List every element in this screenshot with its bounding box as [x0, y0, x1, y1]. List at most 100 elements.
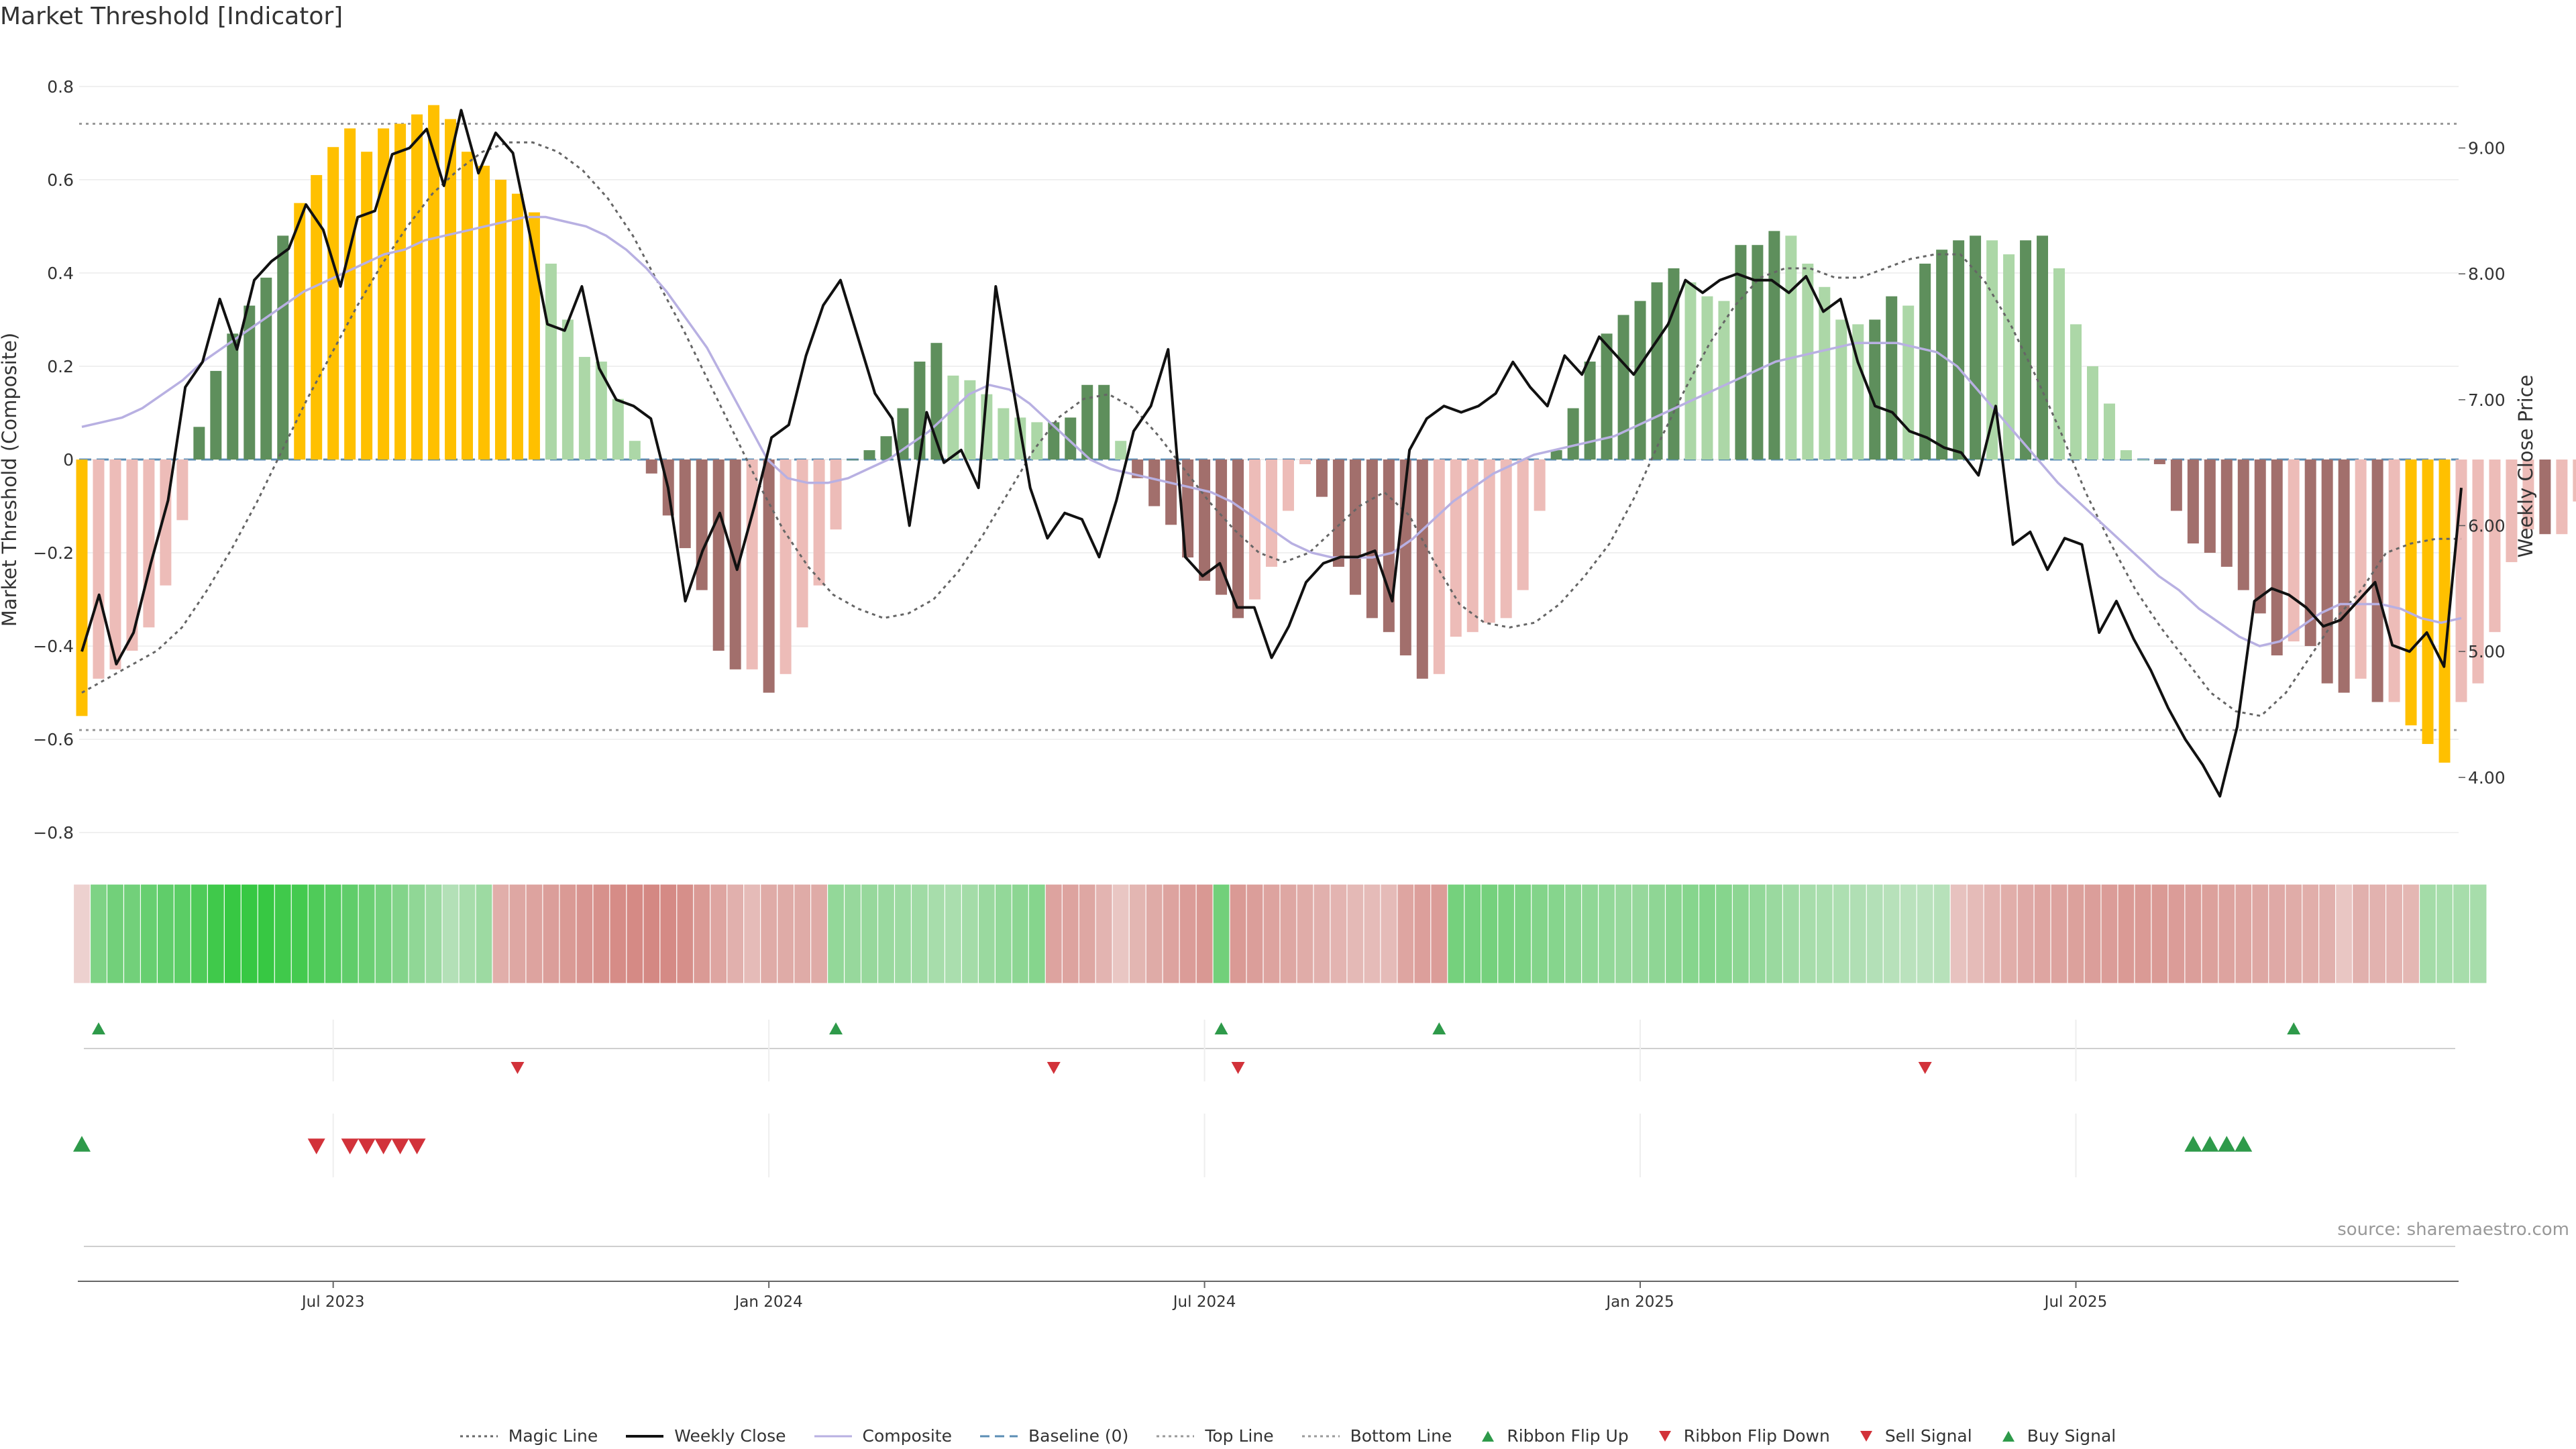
composite-bar — [2170, 460, 2182, 511]
x-tick-label: Jan 2025 — [1605, 1293, 1674, 1311]
composite-bar — [2003, 254, 2015, 460]
legend-label: Sell Signal — [1884, 1426, 1972, 1446]
ribbon-cell — [2251, 883, 2269, 984]
composite-bar — [2053, 268, 2065, 460]
composite-bar — [1735, 245, 1747, 460]
legend-label: Composite — [862, 1426, 952, 1446]
ribbon-cell — [1313, 883, 1332, 984]
composite-bar — [1550, 450, 1562, 460]
buy-signal-marker — [2218, 1136, 2236, 1152]
composite-bar — [2539, 460, 2551, 535]
buy-signal-marker — [73, 1136, 91, 1152]
composite-bar — [511, 193, 523, 460]
ribbon-strip — [72, 883, 2487, 984]
legend-item: Composite — [814, 1426, 952, 1446]
legend-label: Baseline (0) — [1028, 1426, 1129, 1446]
ribbon-cell — [1145, 883, 1164, 984]
composite-bar — [2220, 460, 2233, 567]
ribbon-cell — [2017, 883, 2035, 984]
ribbon-cell — [1246, 883, 1265, 984]
ribbon-cell — [123, 883, 142, 984]
ribbon-cell — [910, 883, 929, 984]
composite-bar — [545, 264, 557, 460]
composite-bar — [2472, 460, 2484, 684]
composite-bar — [561, 319, 574, 460]
ribbon-cell — [1715, 883, 1733, 984]
thin-line-icon — [814, 1435, 852, 1437]
composite-bar — [2288, 460, 2300, 642]
composite-bar — [1483, 460, 1495, 623]
composite-bar — [1752, 245, 1764, 460]
composite-bar — [2405, 460, 2417, 726]
ribbon-cell — [1966, 883, 1985, 984]
legend-item: Buy Signal — [2000, 1426, 2116, 1446]
x-axis: Jul 2023 Jan 2024 Jul 2024 Jan 2025 Jul 2025 — [78, 1020, 2459, 1311]
ribbon-cell — [843, 883, 862, 984]
dotted-line-icon — [1157, 1435, 1195, 1437]
ribbon-cell — [994, 883, 1013, 984]
legend-item: Baseline (0) — [979, 1426, 1129, 1446]
ribbon-flip-up-marker — [1432, 1022, 1446, 1034]
ribbon-cell — [860, 883, 879, 984]
composite-bar — [193, 427, 205, 460]
signal-markers — [73, 1022, 2301, 1155]
ribbon-cell — [341, 883, 360, 984]
ribbon-cell — [2435, 883, 2454, 984]
y-tick-label: 0 — [63, 450, 74, 470]
ribbon-cell — [1078, 883, 1097, 984]
y-tick-label: −0.6 — [33, 730, 74, 749]
ribbon-cell — [1095, 883, 1114, 984]
ribbon-cell — [1430, 883, 1448, 984]
composite-bar — [2556, 460, 2568, 535]
composite-bar — [494, 179, 506, 460]
composite-bar — [1953, 240, 1965, 460]
ribbon-cell — [1799, 883, 1817, 984]
composite-bar — [2304, 460, 2316, 647]
ribbon-cell — [2084, 883, 2102, 984]
ribbon-cell — [777, 883, 795, 984]
ribbon-cell — [525, 883, 544, 984]
legend-label: Top Line — [1205, 1426, 1274, 1446]
ribbon-cell — [1614, 883, 1633, 984]
ribbon-cell — [2352, 883, 2370, 984]
composite-bar — [1584, 362, 1596, 460]
ribbon-cell — [2151, 883, 2169, 984]
buy-signal-marker — [2184, 1136, 2202, 1152]
y-tick-label: 0.6 — [47, 170, 74, 190]
composite-bar — [679, 460, 691, 549]
sell-signal-marker — [374, 1138, 392, 1155]
ribbon-cell — [1195, 883, 1214, 984]
ribbon-cell — [826, 883, 845, 984]
ribbon-cell — [1983, 883, 2002, 984]
ribbon-cell — [1849, 883, 1868, 984]
ribbon-cell — [693, 883, 711, 984]
composite-bar — [830, 460, 842, 530]
ribbon-cell — [1464, 883, 1482, 984]
ribbon-cell — [2285, 883, 2303, 984]
ribbon-flip-up-marker — [829, 1022, 843, 1034]
ribbon-cell — [2385, 883, 2404, 984]
composite-bar — [1651, 282, 1663, 460]
ribbon-cell — [626, 883, 644, 984]
composite-bar — [93, 460, 105, 679]
composite-bar — [1567, 408, 1579, 460]
composite-bar — [1684, 282, 1697, 460]
legend-item: Ribbon Flip Down — [1657, 1426, 1830, 1446]
composite-bar — [2020, 240, 2032, 460]
legend-item: Magic Line — [460, 1426, 598, 1446]
composite-bar — [294, 203, 306, 460]
ribbon-cell — [475, 883, 494, 984]
ribbon-cell — [2302, 883, 2320, 984]
ribbon-cell — [1815, 883, 1834, 984]
ribbon-cell — [257, 883, 276, 984]
ribbon-cell — [2201, 883, 2220, 984]
legend-label: Weekly Close — [674, 1426, 786, 1446]
composite-bar — [2388, 460, 2400, 702]
y-tick-label: 0.4 — [47, 264, 74, 283]
composite-bar — [1450, 460, 1462, 637]
composite-bar — [863, 450, 875, 460]
ribbon-cell — [1564, 883, 1582, 984]
ribbon-cell — [2452, 883, 2471, 984]
composite-bar — [2371, 460, 2383, 702]
composite-bar — [964, 380, 976, 460]
